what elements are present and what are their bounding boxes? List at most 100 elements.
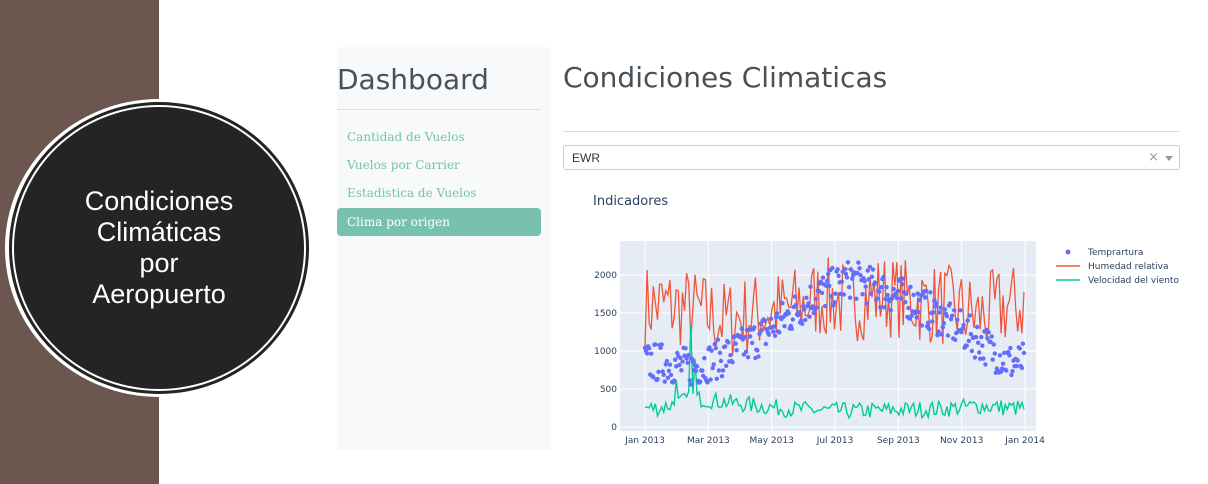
temp-point	[978, 356, 983, 361]
temp-point	[730, 360, 735, 365]
temp-point	[1004, 368, 1009, 373]
legend-label: Temprartura	[1087, 248, 1143, 258]
temp-point	[973, 335, 979, 340]
temp-point	[683, 346, 688, 351]
temp-point	[850, 276, 855, 281]
temp-point	[780, 300, 785, 306]
temp-point	[864, 301, 869, 306]
chart-legend[interactable]: Temprartura Humedad relativa Velocidad del…	[1056, 248, 1179, 286]
series-humedad-line	[644, 257, 1025, 356]
temp-point	[728, 353, 733, 358]
temp-point	[884, 285, 889, 290]
temp-point	[814, 305, 819, 310]
temp-point	[750, 340, 755, 346]
temp-point	[771, 324, 777, 329]
temp-point	[789, 326, 794, 331]
temp-point	[863, 284, 868, 289]
x-tick-label: Jan 2013	[624, 436, 665, 446]
temp-point	[959, 330, 964, 335]
temp-point	[977, 350, 982, 355]
temp-point	[707, 345, 712, 350]
nav-item-vuelos-carrier[interactable]: Vuelos por Carrier	[347, 158, 460, 172]
temp-point	[726, 340, 731, 345]
temp-point	[774, 314, 779, 320]
temp-point	[964, 343, 969, 348]
temp-point	[672, 378, 677, 383]
y-axis-ticks: 0 500 1000 1500 2000	[594, 271, 617, 433]
temp-point	[1019, 365, 1025, 371]
temp-point	[1014, 363, 1019, 369]
temp-point	[759, 328, 764, 333]
chart-title: Indicadores	[593, 194, 668, 209]
temp-point	[800, 321, 805, 326]
temp-point	[848, 267, 854, 272]
temp-point	[766, 332, 772, 337]
temp-point	[702, 356, 707, 361]
x-tick-label: May 2013	[749, 436, 793, 446]
temp-point	[866, 277, 871, 282]
temp-point	[846, 285, 852, 290]
temp-point	[909, 313, 914, 319]
temp-point	[801, 304, 806, 309]
temp-point	[862, 279, 867, 284]
temp-point	[1020, 341, 1026, 346]
temp-point	[786, 310, 791, 316]
temp-point	[756, 354, 761, 359]
temp-point	[941, 321, 946, 326]
temp-point	[942, 307, 947, 312]
temp-point	[965, 318, 970, 323]
x-tick-label: Jul 2013	[816, 436, 854, 446]
temp-point	[961, 322, 966, 328]
temp-point	[944, 314, 950, 319]
temp-point	[914, 315, 919, 320]
temp-point	[808, 284, 813, 289]
temp-point	[806, 301, 811, 306]
temp-point	[757, 331, 762, 336]
temp-point	[948, 317, 954, 322]
temp-point	[878, 305, 883, 310]
temp-point	[663, 362, 668, 367]
temp-point	[675, 350, 680, 356]
nav-item-estadistica-vuelos[interactable]: Estadistica de Vuelos	[347, 186, 477, 200]
chevron-down-icon[interactable]	[1165, 156, 1173, 161]
temp-point	[668, 372, 674, 378]
temp-point	[647, 346, 652, 351]
temp-point	[685, 360, 690, 365]
temp-point	[813, 296, 818, 302]
temp-point	[879, 285, 884, 290]
temp-point	[922, 295, 928, 300]
nav-item-cantidad-vuelos[interactable]: Cantidad de Vuelos	[347, 130, 465, 144]
temp-point	[844, 275, 850, 280]
nav-item-clima-origen[interactable]: Clima por origen	[337, 208, 541, 236]
temp-point	[763, 341, 768, 347]
temp-point	[847, 295, 853, 300]
y-tick-label: 1000	[594, 347, 617, 357]
temp-point	[934, 301, 939, 306]
main-divider	[563, 131, 1180, 132]
clear-icon[interactable]: ×	[1148, 150, 1159, 165]
temp-point	[819, 290, 825, 296]
temp-point	[972, 355, 978, 360]
temp-point	[802, 307, 807, 312]
temp-point	[656, 369, 661, 374]
temp-point	[990, 357, 995, 362]
temp-point	[651, 375, 656, 380]
temp-point	[949, 313, 955, 318]
temp-point	[856, 260, 861, 265]
temp-point	[985, 336, 990, 341]
temp-point	[664, 358, 670, 364]
temp-point	[713, 346, 718, 351]
temp-point	[829, 294, 834, 299]
temp-point	[768, 316, 774, 321]
y-tick-label: 2000	[594, 271, 617, 281]
temp-point	[867, 264, 873, 270]
temp-point	[658, 345, 663, 350]
temp-point	[855, 270, 860, 276]
legend-label: Humedad relativa	[1088, 262, 1169, 272]
temp-point	[854, 296, 859, 301]
temp-point	[717, 350, 723, 355]
temp-point	[953, 337, 958, 342]
temp-point	[989, 334, 994, 339]
origin-dropdown[interactable]: EWR ×	[563, 145, 1180, 170]
temp-point	[870, 267, 876, 272]
